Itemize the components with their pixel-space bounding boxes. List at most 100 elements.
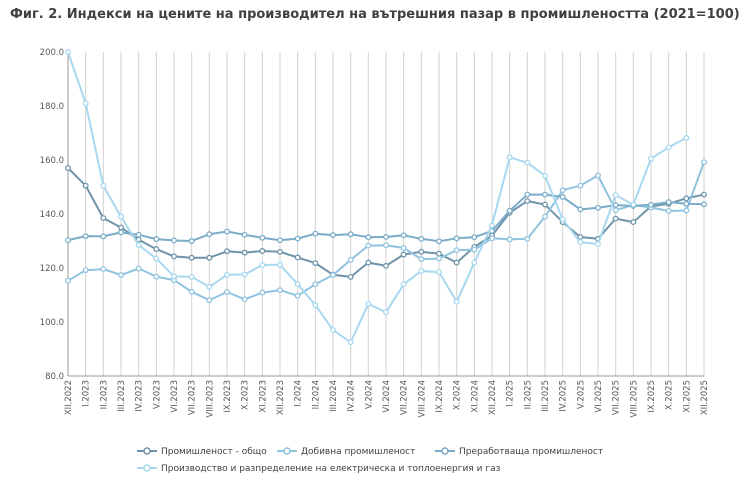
data-point <box>277 261 283 268</box>
legend-marker <box>283 447 291 455</box>
data-point <box>612 192 619 199</box>
x-tick-label: X.2023 <box>241 380 251 410</box>
data-point <box>542 213 548 220</box>
data-point <box>506 154 513 161</box>
x-tick-label: IV.2024 <box>347 380 357 412</box>
data-point <box>135 265 142 272</box>
data-point <box>65 277 71 284</box>
x-tick-label: II.2024 <box>311 380 321 409</box>
data-point <box>436 250 442 257</box>
data-point <box>506 207 513 214</box>
data-point <box>400 245 407 251</box>
data-point <box>365 259 372 266</box>
data-point <box>489 222 495 229</box>
data-point <box>206 283 213 290</box>
data-point <box>400 232 407 239</box>
x-tick-label: I.2023 <box>82 380 92 407</box>
x-tick-label: XII.2025 <box>700 380 710 415</box>
data-point <box>171 237 177 244</box>
data-point <box>224 289 230 295</box>
data-point <box>612 215 619 222</box>
x-tick-label: X.2024 <box>453 380 463 410</box>
x-tick-label: VIII.2023 <box>205 380 215 418</box>
data-point <box>65 237 71 244</box>
data-point <box>65 49 71 55</box>
y-tick-label: 180.0 <box>40 102 64 112</box>
data-point <box>630 201 637 208</box>
data-point <box>118 229 124 236</box>
x-tick-label: IX.2024 <box>435 380 445 413</box>
data-point <box>100 215 107 221</box>
data-point <box>471 234 478 241</box>
y-tick-label: 80.0 <box>45 372 64 382</box>
legend-label: Производство и разпределение на електрич… <box>161 464 501 474</box>
data-point <box>259 289 266 296</box>
data-point <box>453 298 460 305</box>
x-tick-label: VII.2024 <box>400 380 410 415</box>
data-point <box>65 165 71 172</box>
data-point <box>100 266 107 273</box>
series-line-4 <box>67 51 687 344</box>
chart-title: Фиг. 2. Индекси на цените на производите… <box>10 7 740 22</box>
x-tick-label: XI.2025 <box>682 380 692 413</box>
x-tick-label: I.2025 <box>506 380 516 407</box>
y-tick-label: 100.0 <box>40 318 64 328</box>
data-point <box>171 253 177 260</box>
data-point <box>400 281 407 288</box>
data-point <box>648 155 654 162</box>
data-point <box>683 200 690 207</box>
legend-label: Промишленост - общо <box>161 447 267 457</box>
data-point <box>524 235 531 242</box>
x-tick-label: XII.2022 <box>64 380 74 415</box>
data-point <box>453 259 460 266</box>
data-point <box>365 242 372 249</box>
data-point <box>418 235 425 242</box>
data-point <box>595 241 601 247</box>
data-point <box>330 272 336 278</box>
data-point <box>347 273 354 280</box>
data-point <box>506 236 513 243</box>
x-tick-label: III.2025 <box>541 380 551 412</box>
data-point <box>559 187 566 194</box>
x-tick-label: XI.2024 <box>470 380 480 413</box>
x-tick-label: VII.2025 <box>612 380 622 415</box>
data-point <box>665 144 672 151</box>
data-point <box>418 256 425 263</box>
data-point <box>224 228 230 235</box>
data-point <box>383 262 389 269</box>
data-point <box>206 254 213 261</box>
data-point <box>259 248 266 254</box>
data-point <box>383 242 389 249</box>
x-tick-label: IX.2023 <box>223 380 233 413</box>
data-point <box>241 296 248 303</box>
data-point <box>241 271 248 278</box>
x-tick-label: V.2023 <box>152 380 162 409</box>
data-point <box>612 207 619 214</box>
data-point <box>347 231 354 238</box>
data-point <box>241 231 248 238</box>
data-point <box>418 248 425 255</box>
x-tick-label: VI.2025 <box>594 380 604 413</box>
data-point <box>153 255 160 262</box>
data-point <box>383 309 389 316</box>
data-point <box>312 230 319 237</box>
data-point <box>542 172 548 179</box>
data-point <box>559 194 566 200</box>
x-tick-label: XI.2023 <box>258 380 268 413</box>
x-tick-label: III.2023 <box>117 380 127 412</box>
data-point <box>312 281 319 288</box>
data-point <box>365 234 372 241</box>
x-tick-label: II.2025 <box>523 380 533 409</box>
data-point <box>100 182 107 189</box>
data-point <box>524 159 531 166</box>
data-point <box>118 272 124 278</box>
data-point <box>330 232 336 239</box>
data-point <box>294 235 301 242</box>
data-point <box>100 233 107 240</box>
legend-label: Преработваща промишленост <box>459 447 603 457</box>
data-point <box>418 268 425 274</box>
data-point <box>400 251 407 258</box>
data-point <box>524 191 531 198</box>
data-point <box>365 300 372 307</box>
